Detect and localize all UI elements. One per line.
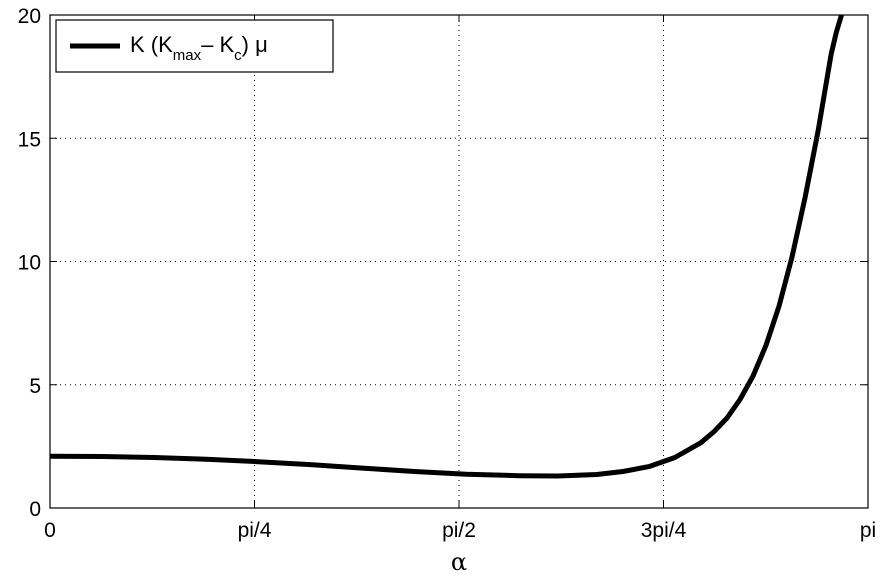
y-tick-label: 5 (29, 375, 41, 398)
x-tick-label: pi (860, 519, 876, 542)
grid (50, 15, 868, 508)
legend-label: K (Kmax– Kc) μ (130, 32, 268, 64)
x-tick-label: pi/4 (238, 519, 272, 542)
x-tick-label: pi/2 (442, 519, 476, 542)
legend-label-prefix: K (K (130, 32, 173, 57)
legend: K (Kmax– Kc) μ (55, 19, 334, 73)
legend-label-sub1: max (173, 47, 202, 64)
x-tick-label: 0 (44, 519, 56, 542)
x-tick-label: 3pi/4 (641, 519, 687, 542)
y-tick-label: 15 (18, 128, 41, 151)
y-tick-label: 20 (18, 5, 41, 28)
series-layer (49, 14, 844, 479)
series-line (49, 14, 844, 479)
x-axis-label: α (451, 548, 467, 576)
legend-label-sub2: c (234, 47, 242, 64)
y-tick-label: 10 (18, 252, 41, 275)
legend-label-mid: – K (201, 32, 234, 57)
y-tick-label: 0 (29, 498, 41, 521)
tick-labels: 0 pi/4 pi/2 3pi/4 pi 0 5 10 15 20 (18, 5, 877, 542)
legend-label-suffix: ) μ (242, 32, 268, 57)
